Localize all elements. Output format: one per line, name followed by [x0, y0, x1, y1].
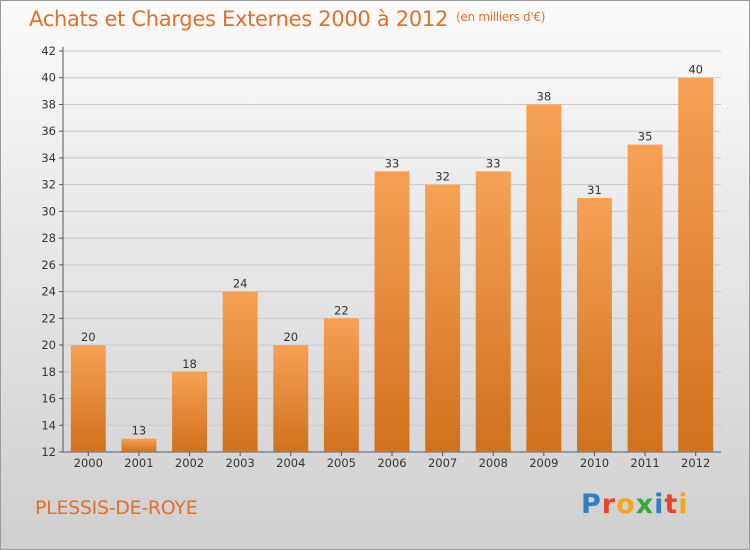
x-tick-label-2006: 2006 [377, 456, 406, 470]
labels: 12 14 16 18 20 22 24 26 28 30 32 34 36 38 40 42 20 2000 13… [41, 44, 710, 470]
x-tick-label-2004: 2004 [276, 456, 305, 470]
bar-2005 [323, 318, 359, 452]
logo-letter: o [616, 489, 636, 520]
x-tick-label-2001: 2001 [124, 456, 153, 470]
x-tick-label-2009: 2009 [529, 456, 558, 470]
value-label-2010: 31 [587, 183, 602, 197]
value-label-2009: 38 [537, 89, 552, 103]
bar-2000 [70, 345, 106, 452]
logo-letter: r [601, 489, 617, 520]
y-tick-label: 12 [41, 445, 56, 459]
bar-2012 [678, 77, 714, 452]
y-tick-label: 36 [41, 124, 56, 138]
logo-letter: x [635, 489, 655, 520]
chart-title: Achats et Charges Externes 2000 à 2012 (e… [29, 7, 545, 31]
value-label-2002: 18 [182, 357, 197, 371]
bar-2004 [273, 345, 309, 452]
bars [70, 77, 714, 453]
x-tick-label-2005: 2005 [327, 456, 356, 470]
value-label-2005: 22 [334, 303, 349, 317]
y-tick-label: 32 [41, 178, 56, 192]
value-label-2011: 35 [638, 130, 653, 144]
bar-2006 [374, 171, 410, 453]
x-tick-label-2011: 2011 [630, 456, 659, 470]
bar-2007 [425, 184, 461, 452]
bar-2002 [172, 371, 208, 452]
proxiti-logo: Proxiti [581, 489, 689, 520]
x-tick-label-2012: 2012 [681, 456, 710, 470]
logo-letter: P [581, 489, 602, 520]
x-tick-label-2010: 2010 [580, 456, 609, 470]
commune-name: PLESSIS-DE-ROYE [35, 497, 198, 519]
logo-letter: i [678, 489, 689, 520]
logo-letter: t [664, 489, 679, 520]
y-tick-label: 26 [41, 258, 56, 272]
logo-letter: i [654, 489, 665, 520]
bar-2003 [222, 291, 258, 452]
y-tick-label: 38 [41, 97, 56, 111]
bar-2011 [627, 144, 663, 453]
chart-subtitle: (en milliers d'€) [456, 10, 546, 24]
value-label-2007: 32 [435, 170, 450, 184]
value-label-2004: 20 [283, 330, 298, 344]
value-label-2000: 20 [81, 330, 96, 344]
y-tick-label: 14 [41, 418, 56, 432]
x-tick-label-2003: 2003 [226, 456, 255, 470]
value-label-2008: 33 [486, 156, 501, 170]
y-tick-label: 22 [41, 311, 56, 325]
y-tick-label: 20 [41, 338, 56, 352]
x-tick-label-2007: 2007 [428, 456, 457, 470]
x-tick-label-2008: 2008 [479, 456, 508, 470]
bar-2008 [475, 171, 511, 453]
y-tick-label: 42 [41, 44, 56, 58]
value-label-2001: 13 [132, 424, 147, 438]
y-tick-label: 28 [41, 231, 56, 245]
value-label-2012: 40 [688, 63, 703, 77]
y-tick-label: 16 [41, 392, 56, 406]
y-tick-label: 24 [41, 285, 56, 299]
bar-2010 [576, 198, 612, 452]
x-tick-label-2000: 2000 [74, 456, 103, 470]
y-tick-label: 40 [41, 71, 56, 85]
x-tick-label-2002: 2002 [175, 456, 204, 470]
value-label-2006: 33 [385, 156, 400, 170]
y-tick-label: 18 [41, 365, 56, 379]
chart-title-text: Achats et Charges Externes 2000 à 2012 [29, 7, 449, 31]
value-label-2003: 24 [233, 277, 248, 291]
y-tick-label: 34 [41, 151, 56, 165]
y-tick-label: 30 [41, 204, 56, 218]
bar-2001 [121, 438, 157, 452]
bar-2009 [526, 104, 562, 452]
